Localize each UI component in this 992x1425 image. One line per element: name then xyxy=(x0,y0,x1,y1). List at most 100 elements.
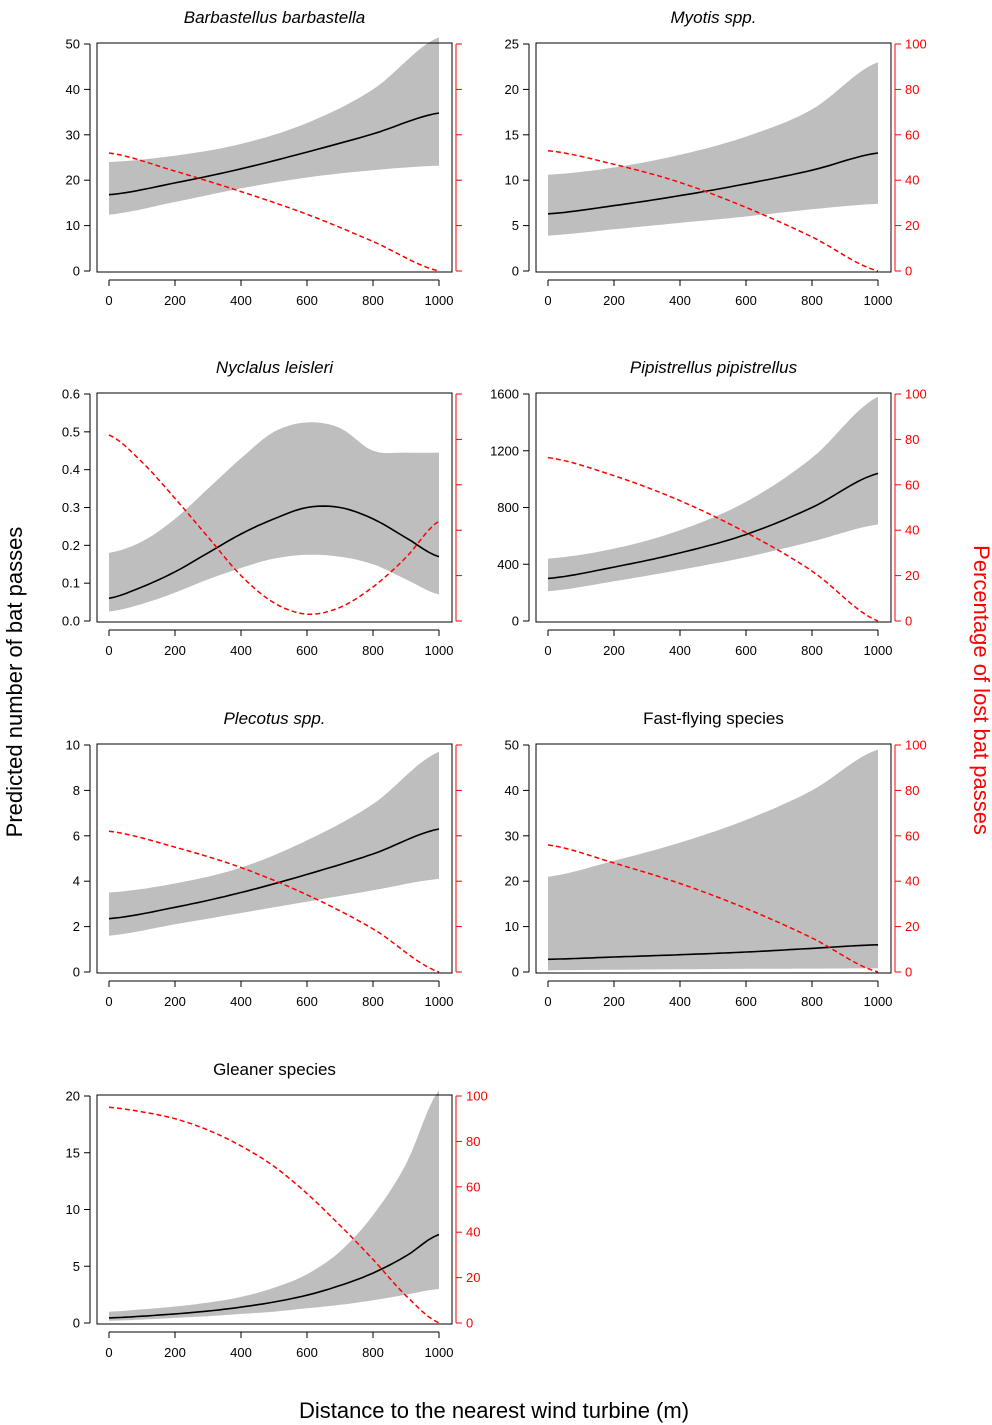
y-tick-label: 10 xyxy=(66,218,80,233)
y-tick-label: 15 xyxy=(505,127,519,142)
plot-frame-plecotus-spp xyxy=(96,743,453,974)
y-axis-label-left: Predicted number of bat passes xyxy=(2,527,27,838)
x-tick-label: 600 xyxy=(296,293,318,308)
y-tick-label: 0 xyxy=(73,264,80,279)
panel-pipistrellus-pipistrellus: 0 400 800 1200 1600 0 200 400 600 800 1000 0 20 40 60 8… xyxy=(490,358,927,658)
y2-tick-label: 40 xyxy=(905,874,919,889)
panel-title-gleaner-species: Gleaner species xyxy=(213,1060,336,1079)
panel-title-myotis-spp: Myotis spp. xyxy=(671,8,757,27)
x-tick-label: 1000 xyxy=(864,643,893,658)
y-axis-label-right: Percentage of lost bat passes xyxy=(969,545,992,835)
x-tick-label: 0 xyxy=(105,293,112,308)
fit-line-nyclalus-leisleri xyxy=(108,505,440,600)
y-tick-label: 0 xyxy=(512,965,519,980)
x-tick-label: 200 xyxy=(164,293,186,308)
x-tick-label: 800 xyxy=(801,293,823,308)
ci-band-plecotus-spp xyxy=(109,751,439,936)
y2-tick-label: 40 xyxy=(905,173,919,188)
y-tick-label: 0.6 xyxy=(62,387,80,402)
panel-myotis-spp: 0 5 10 15 20 25 0 200 400 600 800 1000 0 20 40 60 80 100 M… xyxy=(505,8,927,308)
x-tick-label: 200 xyxy=(164,1345,186,1360)
x-tick-label: 1000 xyxy=(425,994,454,1009)
lost-passes-line-plecotus-spp xyxy=(108,830,440,973)
y2-tick-label: 60 xyxy=(466,1179,480,1194)
lost-passes-line-pipistrellus-pipistrellus xyxy=(547,456,879,622)
plot-frame-gleaner-species xyxy=(96,1094,453,1325)
y2-tick-label: 20 xyxy=(905,568,919,583)
y-tick-label: 0 xyxy=(512,264,519,279)
y-tick-label: 400 xyxy=(497,557,519,572)
y-tick-label: 10 xyxy=(66,1202,80,1217)
ci-band-fast-flying-species xyxy=(548,749,878,971)
plot-frame-nyclalus-leisleri xyxy=(96,392,453,623)
y-tick-label: 6 xyxy=(73,828,80,843)
y-tick-label: 0 xyxy=(73,965,80,980)
y2-tick-label: 0 xyxy=(905,264,912,279)
y-tick-label: 20 xyxy=(66,173,80,188)
y-tick-label: 15 xyxy=(66,1145,80,1160)
y2-tick-label: 20 xyxy=(466,1270,480,1285)
x-tick-label: 600 xyxy=(296,1345,318,1360)
y2-tick-label: 80 xyxy=(905,432,919,447)
panel-title-pipistrellus-pipistrellus: Pipistrellus pipistrellus xyxy=(630,358,798,377)
x-tick-label: 1000 xyxy=(425,1345,454,1360)
y-tick-label: 0 xyxy=(73,1316,80,1331)
x-tick-label: 600 xyxy=(735,643,757,658)
x-tick-label: 400 xyxy=(669,994,691,1009)
x-tick-label: 800 xyxy=(362,994,384,1009)
lost-passes-line-barbastellus-barbastella xyxy=(108,152,440,272)
y-tick-label: 10 xyxy=(505,173,519,188)
y-tick-label: 20 xyxy=(505,82,519,97)
y2-tick-label: 60 xyxy=(905,828,919,843)
x-tick-label: 800 xyxy=(362,1345,384,1360)
y-tick-label: 0.4 xyxy=(62,462,80,477)
y2-tick-label: 100 xyxy=(905,387,927,402)
y-tick-label: 0.5 xyxy=(62,424,80,439)
y2-tick-label: 80 xyxy=(466,1134,480,1149)
ci-band-nyclalus-leisleri xyxy=(109,422,439,612)
x-tick-label: 0 xyxy=(544,293,551,308)
x-tick-label: 400 xyxy=(669,643,691,658)
lost-passes-line-myotis-spp xyxy=(547,149,879,272)
y2-tick-label: 0 xyxy=(905,614,912,629)
ci-band-gleaner-species xyxy=(109,1090,439,1321)
x-tick-label: 600 xyxy=(296,643,318,658)
x-tick-label: 600 xyxy=(735,293,757,308)
x-tick-label: 0 xyxy=(105,1345,112,1360)
y2-tick-label: 100 xyxy=(466,1089,488,1104)
panel-title-plecotus-spp: Plecotus spp. xyxy=(223,709,325,728)
y-tick-label: 5 xyxy=(73,1259,80,1274)
x-tick-label: 800 xyxy=(362,293,384,308)
ci-band-barbastellus-barbastella xyxy=(109,37,439,215)
panel-nyclalus-leisleri: 0.0 0.1 0.2 0.3 0.4 0.5 0.6 0 200 400 600 800 1000 Ny… xyxy=(62,358,462,658)
y-tick-label: 40 xyxy=(66,82,80,97)
y-tick-label: 1600 xyxy=(490,387,519,402)
x-tick-label: 0 xyxy=(544,994,551,1009)
y2-tick-label: 0 xyxy=(466,1316,473,1331)
fit-line-myotis-spp xyxy=(547,152,879,215)
y2-tick-label: 40 xyxy=(905,523,919,538)
x-tick-label: 400 xyxy=(230,643,252,658)
y2-tick-label: 20 xyxy=(905,919,919,934)
plot-frame-fast-flying-species xyxy=(535,743,892,974)
lost-passes-line-gleaner-species xyxy=(108,1106,440,1324)
y2-tick-label: 100 xyxy=(905,37,927,52)
x-tick-label: 0 xyxy=(105,643,112,658)
panel-fast-flying-species: 0 10 20 30 40 50 0 200 400 600 800 1000 0 20 40 60 80 100… xyxy=(505,709,927,1009)
panel-title-nyclalus-leisleri: Nyclalus leisleri xyxy=(216,358,334,377)
lost-passes-line-nyclalus-leisleri xyxy=(108,434,440,616)
x-tick-label: 200 xyxy=(603,643,625,658)
y-tick-label: 0.0 xyxy=(62,614,80,629)
y-tick-label: 50 xyxy=(66,37,80,52)
x-tick-label: 400 xyxy=(230,293,252,308)
y-tick-label: 10 xyxy=(505,919,519,934)
y2-tick-label: 60 xyxy=(905,127,919,142)
y2-tick-label: 60 xyxy=(905,477,919,492)
fit-line-plecotus-spp xyxy=(108,828,440,920)
y-tick-label: 2 xyxy=(73,919,80,934)
panel-title-barbastellus-barbastella: Barbastellus barbastella xyxy=(184,8,365,27)
x-tick-label: 1000 xyxy=(425,643,454,658)
y-tick-label: 20 xyxy=(505,874,519,889)
